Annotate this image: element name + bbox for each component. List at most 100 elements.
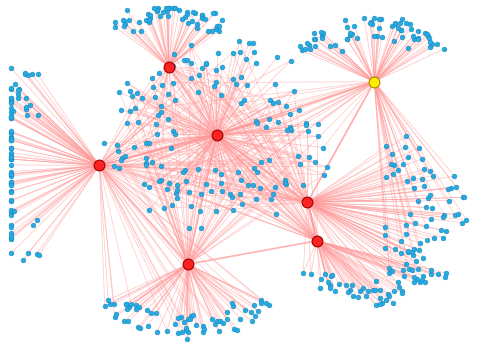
- Point: [156, 103, 164, 109]
- Point: [200, 326, 208, 332]
- Point: [402, 133, 410, 139]
- Point: [7, 172, 15, 177]
- Point: [440, 46, 448, 52]
- Point: [370, 79, 378, 85]
- Point: [324, 279, 332, 285]
- Point: [326, 285, 334, 291]
- Point: [395, 284, 403, 290]
- Point: [371, 287, 379, 293]
- Point: [422, 223, 430, 229]
- Point: [125, 304, 133, 310]
- Point: [156, 13, 164, 19]
- Point: [7, 236, 15, 242]
- Point: [372, 303, 380, 308]
- Point: [7, 233, 15, 239]
- Point: [7, 169, 15, 174]
- Point: [7, 114, 15, 120]
- Point: [28, 71, 36, 77]
- Point: [11, 81, 19, 87]
- Point: [186, 225, 194, 231]
- Point: [212, 67, 220, 72]
- Point: [434, 272, 442, 277]
- Point: [123, 80, 131, 86]
- Point: [182, 57, 190, 62]
- Point: [422, 204, 430, 210]
- Point: [126, 88, 134, 94]
- Point: [346, 287, 354, 293]
- Point: [376, 296, 384, 301]
- Point: [338, 48, 346, 53]
- Point: [397, 238, 405, 244]
- Point: [447, 185, 455, 191]
- Point: [341, 17, 349, 23]
- Point: [218, 92, 226, 98]
- Point: [354, 294, 362, 300]
- Point: [120, 19, 128, 24]
- Point: [343, 36, 351, 41]
- Point: [212, 10, 220, 15]
- Point: [7, 99, 15, 104]
- Point: [328, 273, 336, 278]
- Point: [404, 46, 412, 51]
- Point: [402, 261, 410, 267]
- Point: [194, 72, 202, 78]
- Point: [183, 12, 191, 17]
- Point: [250, 165, 258, 171]
- Point: [127, 301, 135, 306]
- Point: [144, 323, 152, 329]
- Point: [228, 194, 236, 199]
- Point: [7, 129, 15, 134]
- Point: [212, 26, 220, 32]
- Point: [377, 16, 385, 21]
- Point: [26, 102, 34, 108]
- Point: [366, 21, 374, 26]
- Point: [7, 189, 15, 194]
- Point: [382, 144, 390, 149]
- Point: [104, 297, 112, 303]
- Point: [236, 74, 244, 80]
- Point: [439, 214, 447, 220]
- Point: [198, 15, 205, 21]
- Point: [378, 300, 386, 306]
- Point: [22, 106, 30, 112]
- Point: [122, 120, 130, 126]
- Point: [408, 267, 416, 272]
- Point: [250, 49, 258, 55]
- Point: [382, 174, 390, 180]
- Point: [187, 204, 195, 209]
- Point: [7, 154, 15, 159]
- Point: [143, 307, 151, 313]
- Point: [390, 246, 398, 252]
- Point: [33, 217, 41, 223]
- Point: [300, 182, 308, 187]
- Point: [250, 302, 258, 308]
- Point: [178, 16, 186, 22]
- Point: [216, 318, 224, 324]
- Point: [117, 107, 125, 113]
- Point: [362, 293, 370, 299]
- Point: [172, 131, 179, 137]
- Point: [7, 179, 15, 185]
- Point: [144, 140, 152, 146]
- Point: [428, 267, 436, 272]
- Point: [198, 323, 206, 329]
- Point: [438, 227, 446, 233]
- Point: [238, 178, 246, 183]
- Point: [186, 316, 194, 322]
- Point: [382, 298, 390, 303]
- Point: [20, 70, 28, 76]
- Point: [390, 38, 398, 44]
- Point: [366, 20, 374, 25]
- Point: [381, 232, 389, 238]
- Point: [356, 289, 364, 294]
- Point: [184, 316, 192, 322]
- Point: [193, 25, 201, 31]
- Point: [7, 207, 15, 213]
- Point: [191, 10, 199, 16]
- Point: [420, 30, 428, 36]
- Point: [7, 173, 15, 179]
- Point: [110, 301, 118, 307]
- Point: [7, 180, 15, 186]
- Point: [418, 277, 426, 283]
- Point: [7, 198, 15, 204]
